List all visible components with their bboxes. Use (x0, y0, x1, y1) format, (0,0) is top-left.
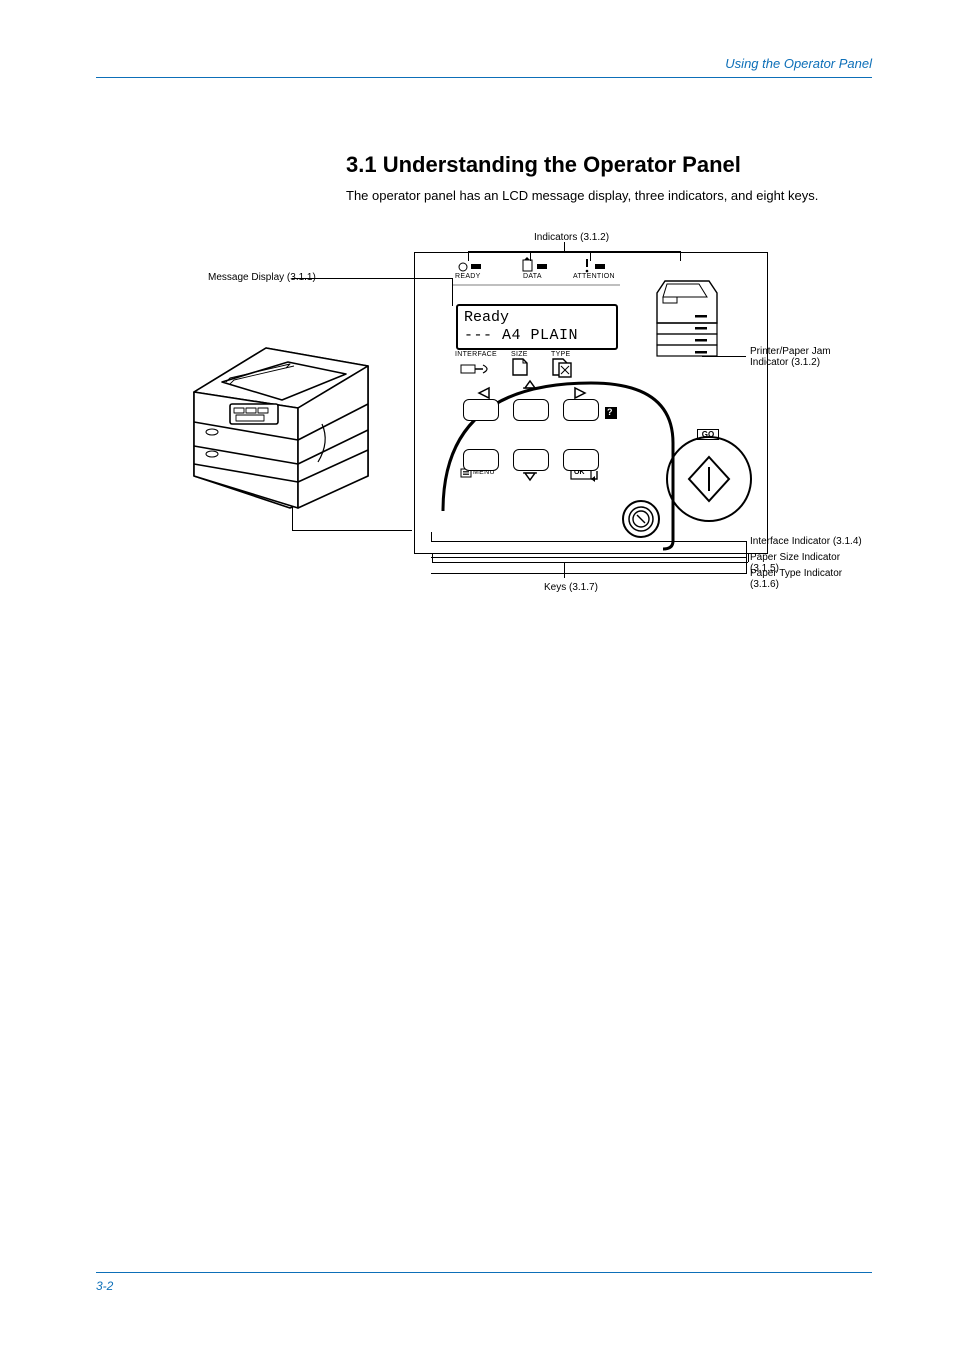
interface-label: INTERFACE (455, 351, 497, 358)
menu-key[interactable] (463, 449, 499, 471)
leader-line (432, 562, 748, 563)
label-paper-type: Paper Type Indicator (3.1.6) (750, 568, 864, 590)
leader-line (748, 554, 749, 562)
size-label: SIZE (511, 351, 528, 358)
printer-illustration (170, 312, 398, 516)
label-indicators: Indicators (3.1.2) (534, 232, 609, 243)
section-heading: 3.1 Understanding the Operator Panel (346, 152, 872, 178)
left-arrow-key[interactable] (463, 399, 499, 421)
down-arrow-key[interactable] (513, 449, 549, 471)
lcd-display: Ready --- A4 PLAIN (456, 304, 618, 350)
attention-label: ATTENTION (573, 273, 615, 280)
question-label: ? (607, 407, 613, 417)
header-rule (96, 77, 872, 78)
page-number: 3-2 (96, 1279, 872, 1293)
data-label: DATA (523, 273, 542, 280)
right-arrow-key[interactable] (563, 399, 599, 421)
label-keys: Keys (3.1.7) (544, 582, 598, 593)
ready-label: READY (455, 273, 481, 280)
operator-panel: READY DATA ATTENTION INTERFACE SIZE TYPE… (414, 252, 768, 554)
leader-line (431, 573, 747, 574)
operator-panel-diagram: Indicators (3.1.2) Message Display (3.1.… (184, 240, 864, 620)
footer-rule (96, 1272, 872, 1273)
ok-key[interactable] (563, 449, 599, 471)
lcd-line2: --- A4 PLAIN (464, 327, 610, 346)
section-intro: The operator panel has an LCD message di… (346, 186, 872, 206)
type-label: TYPE (551, 351, 570, 358)
leader-line (564, 562, 565, 578)
leader-line (431, 557, 747, 558)
page-header: Using the Operator Panel (96, 56, 872, 71)
leader-line (432, 554, 433, 562)
lcd-line1: Ready (464, 309, 610, 328)
go-label: GO (697, 429, 719, 440)
up-arrow-key[interactable] (513, 399, 549, 421)
leader-line (292, 530, 412, 531)
